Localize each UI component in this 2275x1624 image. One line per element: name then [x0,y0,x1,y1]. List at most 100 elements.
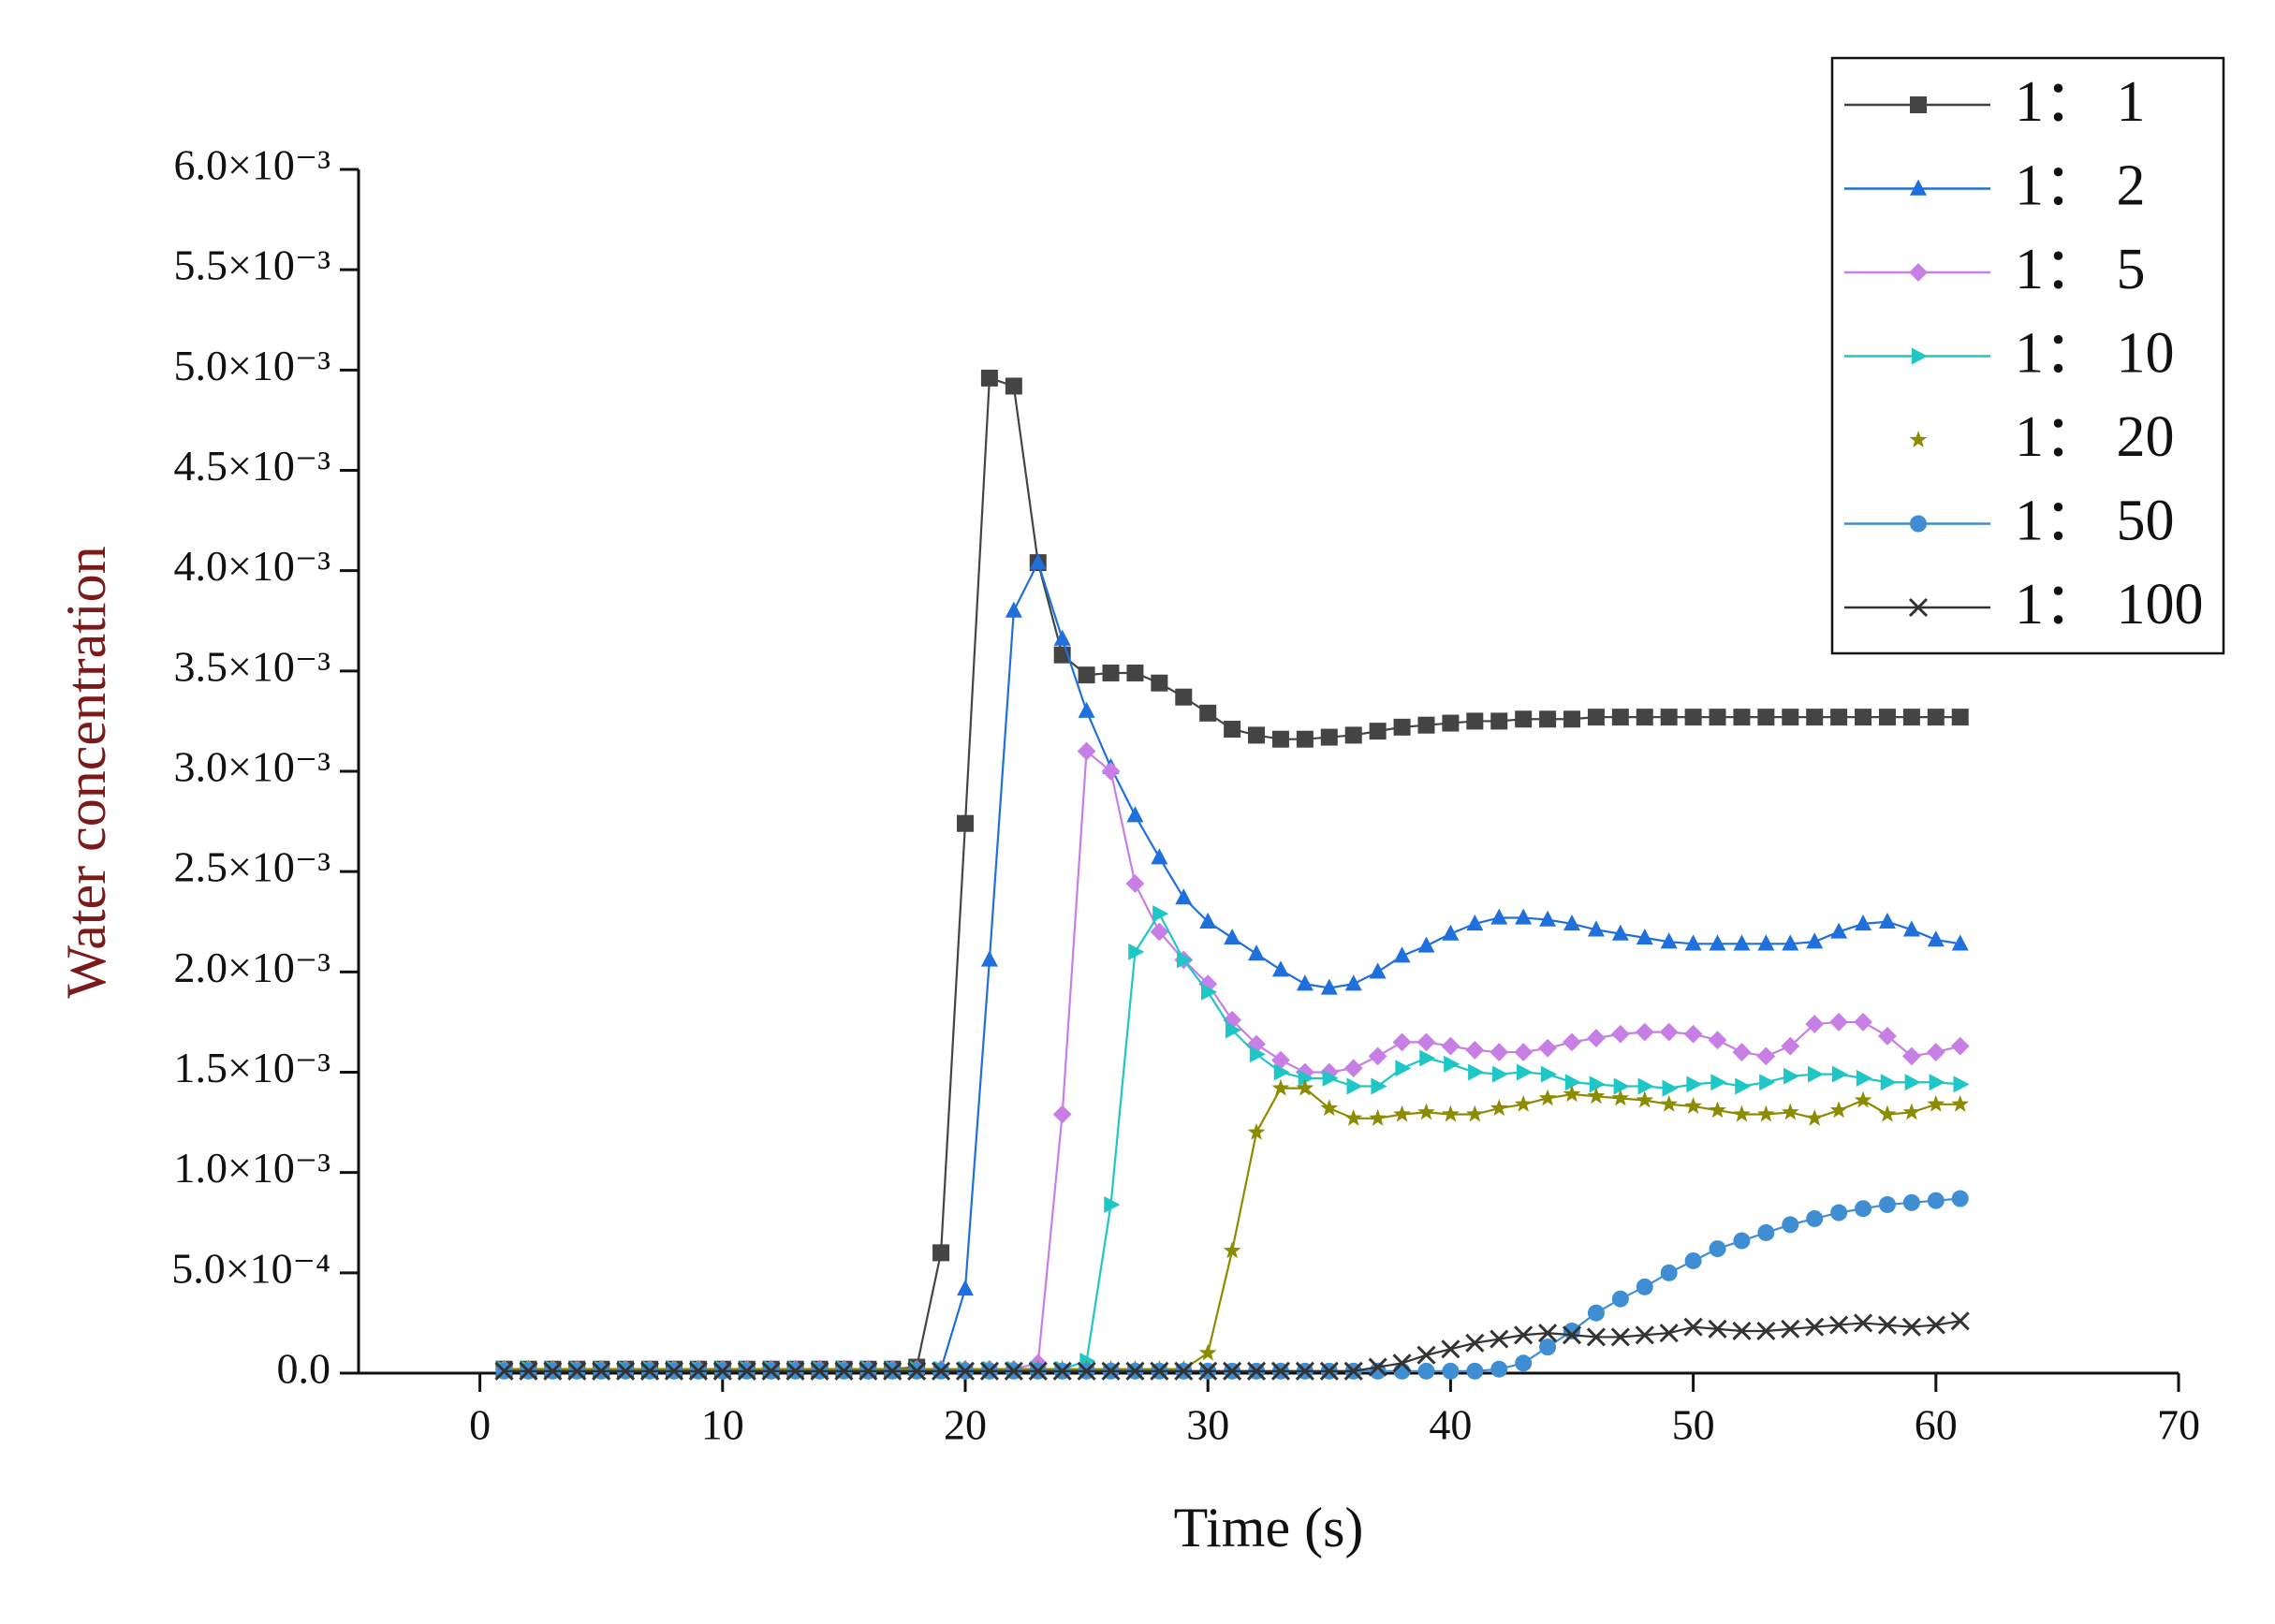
marker [1709,934,1726,951]
marker [1223,1010,1242,1030]
marker [1587,920,1605,937]
marker [1806,709,1824,726]
marker [1951,709,1969,726]
marker [1660,1094,1679,1112]
marker [1442,1362,1460,1380]
marker [1465,1041,1485,1060]
marker [1393,1362,1411,1380]
marker [1224,720,1241,738]
marker [1490,1329,1509,1349]
marker [1052,1105,1072,1124]
marker [1441,1105,1460,1122]
marker [1102,664,1120,681]
marker [957,814,974,832]
marker [1296,1078,1314,1096]
series-line [504,1087,1960,1370]
marker [1708,1319,1727,1339]
marker [1444,1055,1460,1073]
marker [1515,908,1533,925]
legend-label: 1： 100 [2015,573,2204,636]
marker [1174,1361,1194,1381]
marker [1660,709,1678,726]
legend-label: 1： 2 [2015,154,2146,218]
marker [1759,1074,1776,1091]
marker [1587,1304,1605,1322]
marker [1805,1317,1825,1337]
marker [1563,914,1580,931]
marker [1856,1069,1872,1087]
marker [1610,1024,1630,1044]
marker [1419,1049,1436,1067]
marker [1902,1193,1920,1211]
marker [1781,1036,1800,1056]
marker [1077,1361,1096,1381]
marker [1709,1240,1726,1258]
marker [1224,928,1241,945]
marker [1589,1075,1606,1093]
legend-label: 1： 50 [2015,490,2175,553]
marker [1901,1046,1921,1066]
marker [1490,908,1508,925]
marker [1684,1097,1703,1114]
series-line [504,911,1960,1370]
marker [1564,1074,1581,1091]
legend: 1： 1 1： 2 1： 5 1： 10 1： 20 1： 50 1： 100 [1830,56,2225,655]
marker [1635,1325,1654,1345]
marker [1417,716,1435,734]
marker [1175,888,1193,905]
marker [1636,928,1653,945]
marker [1322,1069,1339,1087]
marker [1005,601,1022,618]
marker [1417,1103,1435,1120]
marker [1854,1013,1872,1031]
marker [1830,1204,1848,1222]
marker [1951,934,1969,951]
marker [1855,1200,1872,1218]
marker [1684,934,1702,951]
marker [932,1244,950,1262]
marker [664,1361,684,1381]
marker [1613,1077,1630,1095]
marker [1686,1075,1703,1093]
legend-label: 1： 20 [2015,405,2175,469]
marker [834,1361,854,1381]
x-tick-label: 10 [701,1401,744,1449]
marker [1683,1024,1703,1044]
y-tick-label: 2.5×10⁻³ [173,843,330,891]
marker [1441,1339,1460,1359]
marker [1393,1105,1411,1122]
marker [1466,1362,1484,1380]
marker [1756,1105,1775,1122]
marker [1344,1108,1363,1126]
marker [1395,1060,1412,1077]
marker [1927,1192,1945,1209]
marker [712,1361,732,1381]
marker [1249,1046,1266,1063]
marker [1246,1361,1267,1381]
marker [1223,1241,1241,1259]
marker [1416,1032,1436,1052]
marker [1563,1032,1581,1052]
marker [737,1361,756,1381]
marker [1562,1325,1582,1345]
marker [1490,712,1508,730]
marker [1733,1105,1751,1122]
marker [1757,1223,1775,1241]
marker [616,1361,636,1381]
marker [1247,1034,1266,1054]
marker [1416,1345,1436,1365]
y-tick-label: 6.0×10⁻³ [173,141,330,189]
marker [1902,709,1920,726]
marker [1660,1264,1678,1281]
y-tick-label: 2.0×10⁻³ [173,944,330,991]
marker [1368,1046,1387,1066]
marker [1951,1190,1969,1207]
marker [1911,347,1928,365]
marker [1344,974,1362,991]
series [497,905,1970,1378]
y-tick-label: 3.0×10⁻³ [173,743,330,791]
marker [1369,1108,1387,1126]
marker [1320,1099,1339,1117]
marker [1902,920,1920,937]
